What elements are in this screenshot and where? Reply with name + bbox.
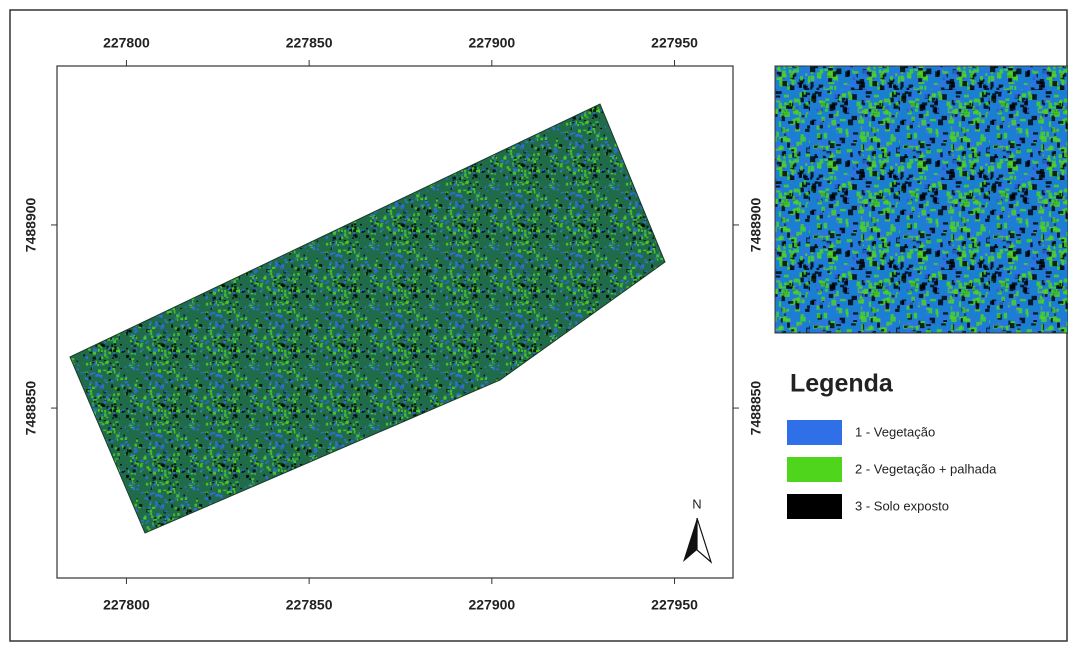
y-tick-label: 7488850 bbox=[23, 381, 39, 436]
legend-label: 1 - Vegetação bbox=[855, 424, 935, 439]
legend-title: Legenda bbox=[790, 370, 894, 398]
legend-swatch bbox=[787, 494, 842, 519]
x-tick-label: 227850 bbox=[286, 35, 333, 51]
north-label: N bbox=[692, 496, 701, 511]
x-tick-label: 227950 bbox=[651, 35, 698, 51]
y-tick-label: 7488850 bbox=[748, 381, 764, 436]
x-tick-label: 227850 bbox=[286, 597, 333, 613]
legend-label: 3 - Solo exposto bbox=[855, 498, 949, 513]
map-figure: Legenda N 227800 227800 227850 227850 227900… bbox=[0, 0, 1068, 642]
y-tick-label: 7488900 bbox=[748, 197, 764, 252]
legend-label: 2 - Vegetação + palhada bbox=[855, 461, 997, 476]
x-tick-label: 227800 bbox=[103, 597, 150, 613]
x-tick-label: 227950 bbox=[651, 597, 698, 613]
legend-swatch bbox=[787, 420, 842, 445]
legend-swatch bbox=[787, 457, 842, 482]
x-tick-label: 227800 bbox=[103, 35, 150, 51]
inset-image bbox=[775, 66, 1068, 333]
y-tick-label: 7488900 bbox=[23, 197, 39, 252]
x-tick-label: 227900 bbox=[468, 35, 515, 51]
x-tick-label: 227900 bbox=[468, 597, 515, 613]
